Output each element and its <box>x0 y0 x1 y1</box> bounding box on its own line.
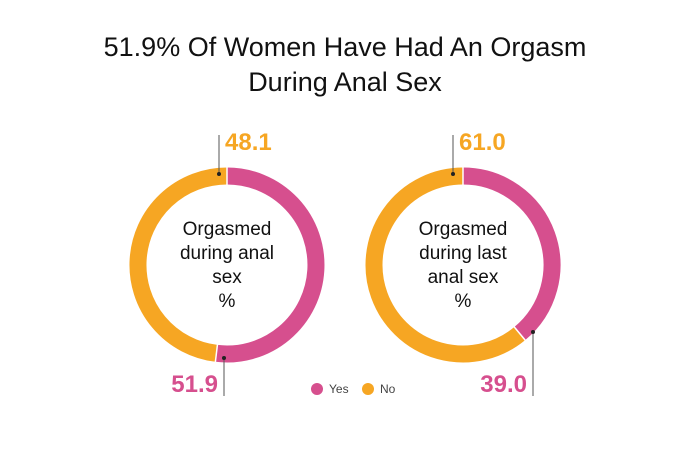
leader-dot-no <box>451 172 455 176</box>
legend-swatch-no <box>362 383 374 395</box>
value-label-no: 61.0 <box>459 129 506 156</box>
donut-center-label-line: during last <box>419 243 507 264</box>
chart-title-line-1: 51.9% Of Women Have Had An Orgasm <box>103 32 587 62</box>
leader-dot-yes <box>222 356 226 360</box>
donut-center-label-line: % <box>455 291 472 312</box>
legend: Yes No <box>311 382 396 396</box>
donut-center-label-line: sex <box>212 267 242 288</box>
donut-chart-1: Orgasmed during anal sex% 48.1 51.9 <box>129 129 325 398</box>
value-label-no: 48.1 <box>225 129 272 156</box>
legend-swatch-yes <box>311 383 323 395</box>
slice-no <box>129 167 228 362</box>
legend-label-no: No <box>380 382 396 396</box>
chart-title: 51.9% Of Women Have Had An Orgasm During… <box>0 30 690 100</box>
donut-center-label-line: Orgasmed <box>183 219 272 240</box>
legend-label-yes: Yes <box>329 382 349 396</box>
value-label-yes: 51.9 <box>171 371 218 398</box>
leader-dot-yes <box>531 330 535 334</box>
donut-center-label-line: anal sex <box>428 267 499 288</box>
chart-title-line-2: During Anal Sex <box>248 67 442 97</box>
slice-yes <box>462 167 561 341</box>
leader-dot-no <box>217 172 221 176</box>
donut-center-label-line: during anal <box>180 243 274 264</box>
slice-yes <box>215 167 325 363</box>
slice-separator <box>214 343 219 363</box>
slice-no <box>365 167 526 363</box>
value-label-yes: 39.0 <box>480 371 527 398</box>
donut-center-label-line: % <box>219 291 236 312</box>
slice-separator <box>513 325 527 342</box>
donut-center-label-line: Orgasmed <box>419 219 508 240</box>
donut-chart-2: Orgasmed during last anal sex% 61.0 39.0 <box>365 129 561 398</box>
